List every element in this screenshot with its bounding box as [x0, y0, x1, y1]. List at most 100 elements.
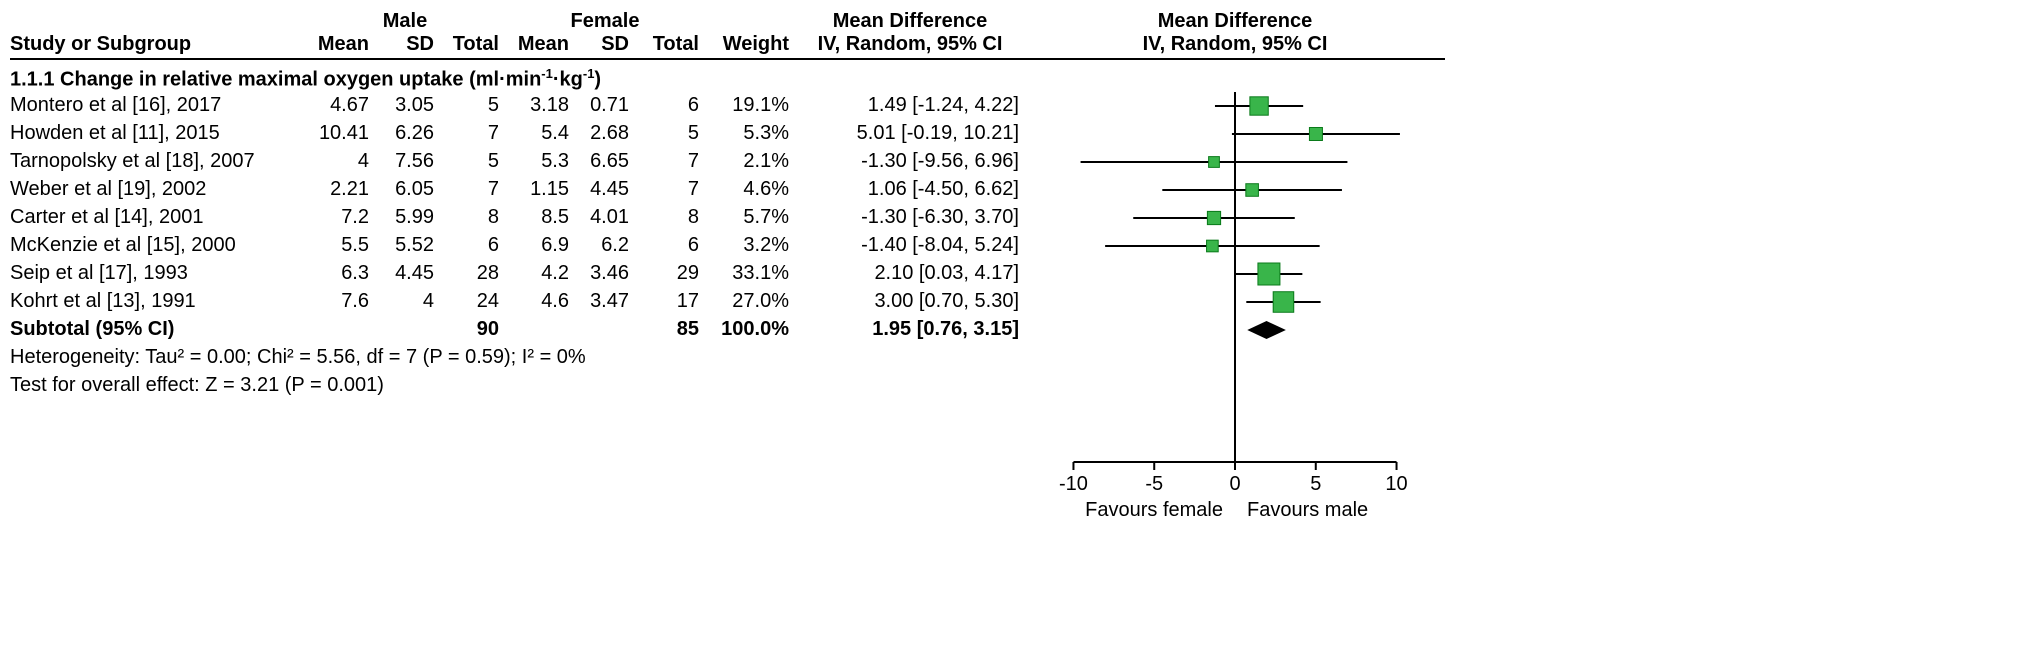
subtotal-plot: [1025, 316, 1445, 344]
plot-cell: [1025, 120, 1445, 148]
subgroup-title: 1.1.1 Change in relative maximal oxygen …: [10, 66, 1445, 92]
cell: 7.2: [305, 206, 375, 229]
hdr-f-mean: Mean: [505, 33, 575, 56]
cell: 6.2: [575, 234, 635, 257]
plot-vline-cont: [1025, 344, 1445, 372]
cell: 3.2%: [705, 234, 795, 257]
plot-cell: [1025, 204, 1445, 232]
subtotal-md: 1.95 [0.76, 3.15]: [795, 318, 1025, 341]
cell: 7: [635, 150, 705, 173]
md-text: -1.40 [-8.04, 5.24]: [795, 234, 1025, 257]
cell: 4.45: [375, 262, 440, 285]
cell: 6.9: [505, 234, 575, 257]
study-label: McKenzie et al [15], 2000: [10, 234, 305, 257]
cell: 5: [635, 122, 705, 145]
cell: 6.3: [305, 262, 375, 285]
study-label: Seip et al [17], 1993: [10, 262, 305, 285]
cell: 3.47: [575, 290, 635, 313]
overall-effect-text: Test for overall effect: Z = 3.21 (P = 0…: [10, 374, 1025, 397]
cell: 7: [635, 178, 705, 201]
cell: 33.1%: [705, 262, 795, 285]
md-text: -1.30 [-6.30, 3.70]: [795, 206, 1025, 229]
cell: 2.1%: [705, 150, 795, 173]
cell: 27.0%: [705, 290, 795, 313]
subtotal-m-n: 90: [440, 318, 505, 341]
plot-vline-cont: [1025, 400, 1445, 428]
cell: 7.6: [305, 290, 375, 313]
plot-cell: [1025, 232, 1445, 260]
md-text: 5.01 [-0.19, 10.21]: [795, 122, 1025, 145]
cell: 4.67: [305, 94, 375, 117]
header-rule: [10, 58, 1445, 60]
hdr-weight: Weight: [705, 33, 795, 56]
cell: 5.4: [505, 122, 575, 145]
cell: 8: [440, 206, 505, 229]
cell: 8.5: [505, 206, 575, 229]
cell: 4.6: [505, 290, 575, 313]
cell: 5.3%: [705, 122, 795, 145]
svg-text:Favours male: Favours male: [1247, 499, 1368, 521]
study-label: Weber et al [19], 2002: [10, 178, 305, 201]
cell: 7: [440, 178, 505, 201]
study-label: Tarnopolsky et al [18], 2007: [10, 150, 305, 173]
cell: 24: [440, 290, 505, 313]
cell: 4.2: [505, 262, 575, 285]
study-label: Montero et al [16], 2017: [10, 94, 305, 117]
cell: 5.52: [375, 234, 440, 257]
cell: 5.99: [375, 206, 440, 229]
hdr-female-group: Female: [505, 10, 705, 33]
svg-text:Favours female: Favours female: [1085, 499, 1223, 521]
cell: 3.46: [575, 262, 635, 285]
svg-text:-10: -10: [1059, 473, 1088, 495]
cell: 5.7%: [705, 206, 795, 229]
cell: 4.45: [575, 178, 635, 201]
forest-plot: Male Female Mean Difference Mean Differe…: [10, 10, 2021, 522]
hdr-md1: Mean Difference: [795, 10, 1025, 33]
cell: 5: [440, 94, 505, 117]
hdr-md-sub2: IV, Random, 95% CI: [1025, 33, 1445, 56]
cell: 6: [440, 234, 505, 257]
md-text: 3.00 [0.70, 5.30]: [795, 290, 1025, 313]
hdr-male-group: Male: [305, 10, 505, 33]
cell: 0.71: [575, 94, 635, 117]
svg-text:5: 5: [1310, 473, 1321, 495]
svg-text:10: 10: [1385, 473, 1407, 495]
study-label: Carter et al [14], 2001: [10, 206, 305, 229]
md-text: 1.49 [-1.24, 4.22]: [795, 94, 1025, 117]
plot-vline-cont: [1025, 428, 1445, 456]
axis-labels: Favours female Favours male: [1025, 496, 1445, 522]
svg-text:-5: -5: [1145, 473, 1163, 495]
md-text: -1.30 [-9.56, 6.96]: [795, 150, 1025, 173]
svg-text:0: 0: [1229, 473, 1240, 495]
md-text: 2.10 [0.03, 4.17]: [795, 262, 1025, 285]
hdr-study: Study or Subgroup: [10, 33, 305, 56]
subtotal-f-n: 85: [635, 318, 705, 341]
study-label: Kohrt et al [13], 1991: [10, 290, 305, 313]
hdr-md2: Mean Difference: [1025, 10, 1445, 33]
cell: 3.05: [375, 94, 440, 117]
cell: 6.05: [375, 178, 440, 201]
hdr-md-sub1: IV, Random, 95% CI: [795, 33, 1025, 56]
heterogeneity-text: Heterogeneity: Tau² = 0.00; Chi² = 5.56,…: [10, 346, 1025, 369]
cell: 5.3: [505, 150, 575, 173]
cell: 1.15: [505, 178, 575, 201]
md-text: 1.06 [-4.50, 6.62]: [795, 178, 1025, 201]
cell: 5.5: [305, 234, 375, 257]
cell: 4: [375, 290, 440, 313]
cell: 19.1%: [705, 94, 795, 117]
cell: 2.21: [305, 178, 375, 201]
cell: 4.01: [575, 206, 635, 229]
hdr-m-sd: SD: [375, 33, 440, 56]
cell: 6: [635, 234, 705, 257]
cell: 2.68: [575, 122, 635, 145]
cell: 8: [635, 206, 705, 229]
cell: 7.56: [375, 150, 440, 173]
cell: 4: [305, 150, 375, 173]
plot-cell: [1025, 288, 1445, 316]
cell: 4.6%: [705, 178, 795, 201]
subtotal-w: 100.0%: [705, 318, 795, 341]
axis: -10 -5 0 5 10: [1025, 456, 1445, 496]
cell: 6.65: [575, 150, 635, 173]
cell: 10.41: [305, 122, 375, 145]
study-label: Howden et al [11], 2015: [10, 122, 305, 145]
